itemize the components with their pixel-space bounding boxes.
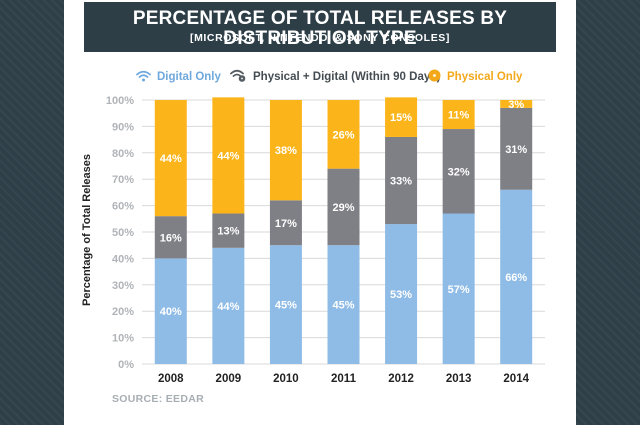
wifi-disc-icon bbox=[230, 70, 246, 83]
data-labels: 40% 16% 44% 44% 13% 44% 45% 17% 38% 45% 29% 26% 53% 3… bbox=[160, 99, 528, 318]
bar-physical-2013 bbox=[442, 100, 475, 130]
y-tick-label: 70% bbox=[112, 174, 134, 186]
y-tick-label: 60% bbox=[112, 201, 134, 213]
data-label-physical-2014: 3% bbox=[508, 99, 524, 111]
legend-item-physical-digital: Physical + Digital (Within 90 Days) bbox=[230, 68, 440, 86]
legend-label-physical: Physical Only bbox=[447, 71, 523, 83]
x-tick-label: 2008 bbox=[158, 373, 184, 385]
x-tick-label: 2013 bbox=[446, 373, 472, 385]
x-axis-ticks: 2008 2009 2010 2011 2012 2013 2014 bbox=[158, 373, 530, 385]
wifi-icon bbox=[136, 70, 151, 82]
data-label-digital-2008: 40% bbox=[160, 306, 182, 318]
bar-physical_digital-2010 bbox=[269, 200, 302, 246]
y-tick-label: 30% bbox=[112, 280, 134, 292]
legend-label-digital: Digital Only bbox=[157, 71, 221, 83]
data-label-physical_digital-2012: 33% bbox=[390, 176, 412, 188]
data-label-physical_digital-2014: 31% bbox=[505, 144, 527, 156]
y-tick-label: 80% bbox=[112, 148, 134, 160]
y-tick-label: 20% bbox=[112, 306, 134, 318]
data-label-physical_digital-2008: 16% bbox=[160, 232, 182, 244]
y-tick-label: 0% bbox=[118, 359, 134, 371]
legend-item-digital: Digital Only bbox=[136, 68, 221, 86]
chart-subtitle: [MICROSOFT, NINTENDO, & SONY CONSOLES] bbox=[189, 32, 451, 44]
x-tick-label: 2012 bbox=[388, 373, 414, 385]
bar-physical_digital-2013 bbox=[442, 129, 475, 214]
data-label-physical-2011: 26% bbox=[332, 129, 354, 141]
bar-physical-2008 bbox=[154, 100, 187, 217]
data-label-digital-2010: 45% bbox=[275, 300, 297, 312]
data-label-physical_digital-2010: 17% bbox=[275, 218, 297, 230]
legend-item-physical: Physical Only bbox=[428, 68, 522, 86]
bar-digital-2012 bbox=[385, 224, 418, 364]
bar-physical_digital-2008 bbox=[154, 216, 187, 259]
data-label-digital-2014: 66% bbox=[505, 272, 527, 284]
legend-label-physical-digital: Physical + Digital (Within 90 Days) bbox=[253, 71, 441, 83]
bar-physical_digital-2012 bbox=[385, 136, 418, 225]
bar-physical_digital-2011 bbox=[327, 168, 360, 246]
data-label-physical-2012: 15% bbox=[390, 112, 412, 124]
x-tick-label: 2010 bbox=[273, 373, 299, 385]
bar-physical_digital-2014 bbox=[500, 107, 533, 190]
chart-title: PERCENTAGE OF TOTAL RELEASES BY DISTRIBU… bbox=[132, 8, 508, 49]
bar-digital-2008 bbox=[154, 258, 187, 364]
y-axis-label: Percentage of Total Releases bbox=[81, 154, 93, 306]
x-tick-label: 2009 bbox=[216, 373, 242, 385]
bar-physical-2011 bbox=[327, 100, 360, 169]
y-tick-label: 90% bbox=[112, 121, 134, 133]
data-label-digital-2013: 57% bbox=[448, 284, 470, 296]
bar-physical-2014 bbox=[500, 100, 533, 108]
bar-physical-2010 bbox=[269, 100, 302, 201]
data-label-physical-2010: 38% bbox=[275, 145, 297, 157]
x-tick-label: 2011 bbox=[331, 373, 357, 385]
data-label-physical_digital-2013: 32% bbox=[448, 166, 470, 178]
bar-digital-2009 bbox=[212, 247, 245, 364]
data-label-digital-2012: 53% bbox=[390, 289, 412, 301]
bar-physical_digital-2009 bbox=[212, 213, 245, 248]
data-label-physical-2013: 11% bbox=[448, 110, 470, 122]
data-label-physical_digital-2009: 13% bbox=[217, 226, 239, 238]
x-tick-label: 2014 bbox=[503, 373, 529, 385]
data-label-physical_digital-2011: 29% bbox=[332, 202, 354, 214]
data-label-digital-2011: 45% bbox=[332, 300, 354, 312]
y-tick-label: 50% bbox=[112, 227, 134, 239]
disc-icon bbox=[428, 69, 441, 82]
data-label-physical-2008: 44% bbox=[160, 153, 182, 165]
bars bbox=[154, 97, 533, 364]
y-tick-label: 40% bbox=[112, 253, 134, 265]
data-label-physical-2009: 44% bbox=[217, 150, 239, 162]
bar-digital-2011 bbox=[327, 245, 360, 364]
data-label-digital-2009: 44% bbox=[217, 301, 239, 313]
chart-header: PERCENTAGE OF TOTAL RELEASES BY DISTRIBU… bbox=[84, 2, 556, 52]
y-axis-ticks: 0% 10% 20% 30% 40% 50% 60% 70% 80% 90% 100% bbox=[106, 95, 134, 371]
bar-digital-2014 bbox=[500, 189, 533, 364]
bar-digital-2010 bbox=[269, 245, 302, 364]
y-tick-label: 100% bbox=[106, 95, 134, 107]
bar-physical-2012 bbox=[385, 97, 418, 137]
bar-digital-2013 bbox=[442, 213, 475, 364]
source-note: SOURCE: EEDAR bbox=[112, 393, 204, 405]
y-tick-label: 10% bbox=[112, 333, 134, 345]
chart-legend: Digital Only Physical + Digital (Within … bbox=[64, 68, 576, 86]
bar-physical-2009 bbox=[212, 97, 245, 214]
infographic-card bbox=[64, 0, 576, 425]
